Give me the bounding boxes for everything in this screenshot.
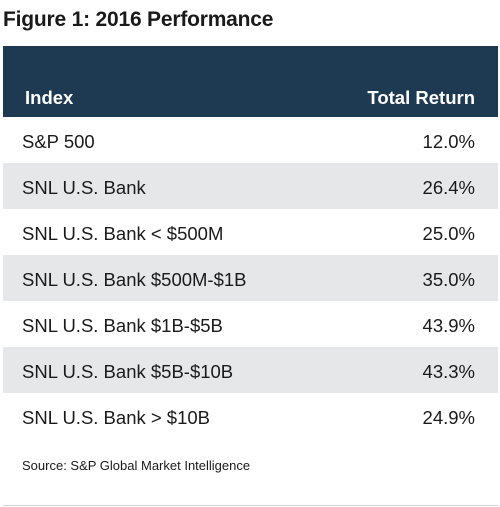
table-row: SNL U.S. Bank 26.4% [3,163,498,209]
column-header-total-return: Total Return [367,87,475,108]
table-row: S&P 500 12.0% [3,117,498,163]
table-body: S&P 500 12.0% SNL U.S. Bank 26.4% SNL U.… [3,117,498,439]
table-header-row: Index Total Return [3,87,498,111]
index-cell: SNL U.S. Bank > $10B [22,407,211,428]
table-row: SNL U.S. Bank > $10B 24.9% [3,393,498,439]
total-return-cell: 26.4% [422,177,475,198]
index-cell: SNL U.S. Bank [22,177,146,198]
total-return-cell: 24.9% [422,407,475,428]
table-row: SNL U.S. Bank $1B-$5B 43.9% [3,301,498,347]
index-cell: S&P 500 [22,131,95,152]
total-return-cell: 43.9% [422,315,475,336]
index-cell: SNL U.S. Bank $500M-$1B [22,269,247,290]
source-note: Source: S&P Global Market Intelligence [22,458,251,473]
figure-title: Figure 1: 2016 Performance [3,8,274,31]
bottom-divider [3,505,498,506]
total-return-cell: 25.0% [422,223,475,244]
table-row: SNL U.S. Bank $5B-$10B 43.3% [3,347,498,393]
index-cell: SNL U.S. Bank $1B-$5B [22,315,223,336]
total-return-cell: 35.0% [422,269,475,290]
index-cell: SNL U.S. Bank < $500M [22,223,224,244]
total-return-cell: 12.0% [422,131,475,152]
total-return-cell: 43.3% [422,361,475,382]
table-row: SNL U.S. Bank $500M-$1B 35.0% [3,255,498,301]
column-header-index: Index [25,87,74,108]
index-cell: SNL U.S. Bank $5B-$10B [22,361,234,382]
table-row: SNL U.S. Bank < $500M 25.0% [3,209,498,255]
table-header: Index Total Return [3,46,498,117]
